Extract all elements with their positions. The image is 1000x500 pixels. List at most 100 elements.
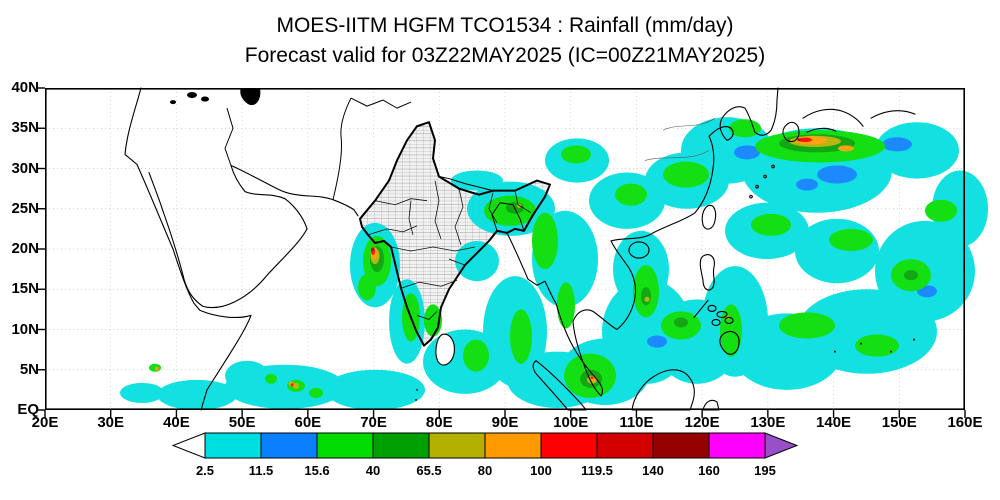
rain-cell-green bbox=[265, 373, 277, 384]
x-axis-tick-label: 100E bbox=[553, 414, 589, 431]
rain-cell-green bbox=[463, 339, 489, 372]
y-axis-tick-label: 30N bbox=[11, 159, 39, 177]
x-axis-tick-label: 160E bbox=[947, 414, 983, 431]
colorbar-level-label: 65.5 bbox=[416, 463, 441, 478]
rain-cell-green bbox=[729, 119, 761, 138]
colorbar-level-label: 160 bbox=[698, 463, 720, 478]
rain-cell-green bbox=[510, 309, 532, 364]
rain-cell-green bbox=[855, 334, 899, 357]
colorbar-segment bbox=[708, 432, 766, 459]
rain-cell-blue bbox=[796, 178, 818, 191]
x-axis-tick-label: 20E bbox=[31, 414, 59, 431]
colorbar-overflow-arrow bbox=[764, 432, 799, 459]
x-axis-tick-label: 70E bbox=[360, 414, 387, 431]
rain-cell-darkgreen bbox=[641, 287, 651, 306]
rain-cell-orange bbox=[838, 145, 854, 152]
y-axis-tick-label: 10N bbox=[11, 320, 39, 338]
rain-cell-green bbox=[779, 312, 835, 339]
rain-cell-green bbox=[358, 274, 376, 301]
rain-cell-cyan bbox=[875, 122, 959, 179]
colorbar-level-label: 2.5 bbox=[196, 463, 214, 478]
y-axis-tick-label: 15N bbox=[11, 280, 39, 298]
x-axis-tick-label: 40E bbox=[163, 414, 190, 431]
rain-cell-green bbox=[532, 212, 558, 270]
y-axis-tick-label: 40N bbox=[11, 79, 39, 96]
colorbar-segment bbox=[596, 432, 654, 459]
rain-cell-green bbox=[720, 304, 742, 357]
rain-cell-green bbox=[751, 213, 791, 236]
y-axis-tick-label: 5N bbox=[19, 360, 39, 378]
plot-frame bbox=[45, 88, 966, 410]
colorbar-segment bbox=[540, 432, 598, 459]
rain-cell-green bbox=[309, 387, 323, 398]
rain-cell-cyan bbox=[455, 240, 499, 282]
rain-cell-maroon bbox=[371, 248, 374, 251]
rain-cell-olive bbox=[293, 382, 299, 389]
x-axis-tick-label: 50E bbox=[228, 414, 256, 431]
rain-cell-red bbox=[590, 376, 594, 380]
y-axis-tick-label: EQ bbox=[17, 401, 39, 418]
rainfall-shading bbox=[120, 117, 988, 410]
rain-cell-blue bbox=[817, 165, 857, 184]
colorbar-segment bbox=[652, 432, 710, 459]
rain-cell-blue bbox=[734, 145, 760, 160]
rain-cell-red bbox=[798, 137, 812, 143]
colorbar-level-label: 40 bbox=[366, 463, 380, 478]
chart-title: MOES-IITM HGFM TCO1534 : Rainfall (mm/da… bbox=[276, 14, 734, 37]
rain-cell-green bbox=[829, 228, 873, 252]
rain-cell-cyan bbox=[225, 360, 269, 391]
y-axis-tick-label: 35N bbox=[11, 119, 39, 137]
colorbar-segment bbox=[372, 432, 430, 459]
colorbar-level-label: 15.6 bbox=[304, 463, 329, 478]
colorbar-segment bbox=[316, 432, 374, 459]
india-outline bbox=[359, 121, 551, 347]
x-axis-tick-label: 80E bbox=[425, 414, 453, 431]
y-axis-tick-label: 20N bbox=[11, 240, 39, 257]
chart-subtitle: Forecast valid for 03Z22MAY2025 (IC=00Z2… bbox=[244, 44, 766, 67]
colorbar-segment bbox=[428, 432, 486, 459]
coastlines bbox=[124, 87, 916, 411]
rain-cell-green bbox=[663, 161, 709, 188]
rain-cell-green bbox=[557, 282, 575, 329]
colorbar-level-label: 140 bbox=[642, 463, 664, 478]
colorbar-level-label: 195 bbox=[754, 463, 776, 478]
x-axis-tick-label: 140E bbox=[816, 414, 852, 431]
rain-cell-cyan bbox=[120, 382, 164, 403]
x-axis-tick-label: 110E bbox=[619, 414, 654, 431]
x-axis-tick-label: 60E bbox=[294, 414, 322, 431]
rain-cell-blue bbox=[882, 137, 912, 152]
rain-cell-cyan bbox=[932, 170, 988, 247]
rain-cell-green bbox=[925, 199, 957, 222]
rain-cell-green bbox=[561, 145, 591, 164]
rain-cell-green bbox=[615, 183, 647, 206]
x-axis-tick-label: 120E bbox=[684, 414, 720, 431]
rain-cell-cyan bbox=[325, 369, 425, 410]
x-axis-tick-label: 30E bbox=[97, 414, 125, 431]
india-state-boundaries bbox=[367, 180, 532, 320]
colorbar-level-label: 100 bbox=[530, 463, 552, 478]
colorbar-underflow-arrow bbox=[171, 432, 206, 459]
rain-cell-maroon bbox=[797, 138, 801, 142]
colorbar-level-label: 80 bbox=[478, 463, 492, 478]
rain-cell-darkgreen bbox=[904, 270, 918, 281]
rain-cell-green bbox=[149, 363, 161, 372]
rain-cell-red bbox=[290, 383, 294, 387]
colorbar-svg: 2.5 11.5 15.6 40 65.5 80 100 119.5 140 160 195 bbox=[171, 432, 799, 478]
rain-cell-olive bbox=[644, 296, 650, 302]
rain-cell-cyan bbox=[157, 379, 237, 410]
rain-cell-blue bbox=[647, 335, 667, 348]
x-axis-tick-label: 130E bbox=[750, 414, 786, 431]
rain-cell-cyan bbox=[451, 170, 503, 191]
x-axis-tick-label: 90E bbox=[491, 414, 519, 431]
map-plot bbox=[37, 87, 988, 419]
rain-cell-darkgreen bbox=[674, 317, 688, 328]
rain-cell-orange bbox=[155, 366, 159, 371]
colorbar-segment bbox=[484, 432, 542, 459]
colorbar-level-label: 119.5 bbox=[581, 463, 613, 478]
y-axis-tick-label: 25N bbox=[11, 199, 39, 217]
colorbar-level-label: 11.5 bbox=[249, 463, 274, 478]
x-axis-tick-label: 150E bbox=[881, 414, 917, 431]
colorbar-segment bbox=[204, 432, 262, 459]
colorbar-segment bbox=[260, 432, 318, 459]
